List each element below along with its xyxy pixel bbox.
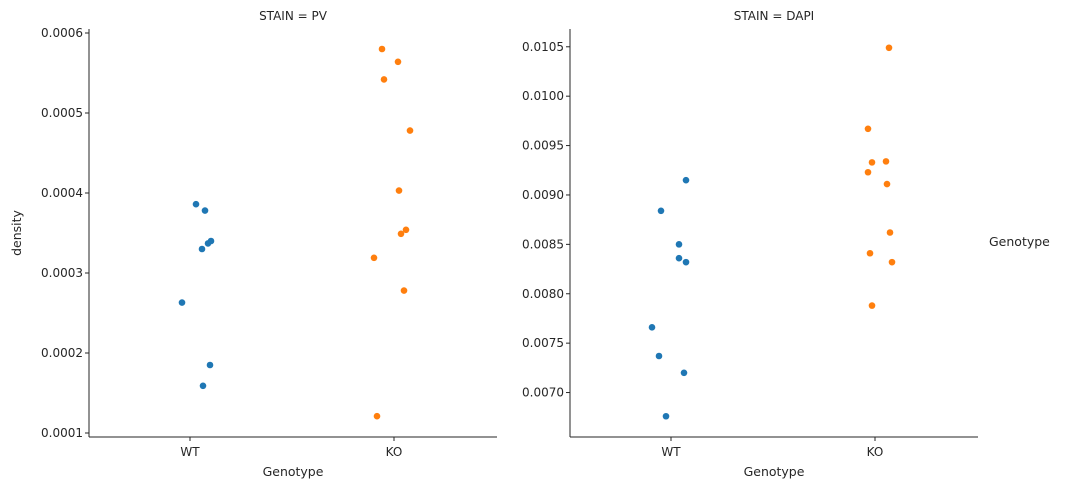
data-point-wt [178, 299, 186, 306]
data-point-ko [378, 45, 386, 53]
data-point-ko [888, 258, 896, 266]
data-point-wt [192, 200, 200, 208]
data-point-ko [864, 125, 872, 133]
data-point-ko [370, 254, 378, 262]
data-point-ko [373, 412, 381, 420]
data-point-wt [655, 352, 663, 360]
y-tick-label: 0.0001 [41, 426, 83, 440]
data-point-ko [866, 249, 874, 257]
data-point-wt [662, 412, 670, 420]
y-tick-label: 0.0085 [522, 237, 564, 251]
data-point-ko [886, 229, 894, 236]
data-point-ko [882, 158, 890, 165]
data-point-ko [397, 230, 405, 238]
data-point-wt [648, 324, 656, 331]
y-tick-label: 0.0003 [41, 266, 83, 280]
x-tick-label: WT [180, 445, 200, 459]
data-point-ko [868, 302, 876, 309]
panel-title: STAIN = PV [259, 9, 328, 23]
x-tick-label: WT [661, 445, 681, 459]
data-point-wt [657, 207, 665, 215]
y-tick-label: 0.0004 [41, 186, 83, 200]
y-tick-label: 0.0105 [522, 40, 564, 54]
data-point-ko [400, 287, 408, 294]
data-point-ko [394, 58, 402, 66]
y-axis-label: density [9, 209, 24, 255]
panel-title: STAIN = DAPI [734, 9, 814, 23]
data-point-wt [199, 382, 207, 390]
x-tick-label: KO [386, 445, 403, 459]
y-tick-label: 0.0075 [522, 336, 564, 350]
x-axis-label: Genotype [744, 464, 805, 479]
data-point-wt [675, 254, 683, 262]
y-tick-label: 0.0100 [522, 89, 564, 103]
data-point-ko [406, 127, 414, 134]
x-axis-label: Genotype [263, 464, 324, 479]
data-point-wt [680, 369, 688, 377]
data-point-ko [402, 226, 410, 234]
data-point-ko [885, 44, 893, 52]
data-point-ko [868, 159, 876, 166]
x-tick-label: KO [867, 445, 884, 459]
data-point-wt [198, 245, 206, 253]
data-point-ko [883, 180, 891, 188]
data-point-wt [682, 258, 690, 266]
y-tick-label: 0.0080 [522, 287, 564, 301]
data-point-ko [864, 168, 872, 176]
legend-title: Genotype [989, 234, 1050, 249]
data-point-wt [204, 240, 212, 247]
y-tick-label: 0.0070 [522, 386, 564, 400]
y-tick-label: 0.0090 [522, 188, 564, 202]
panel-dapi: 0.0070 0.0075 0.0080 0.0085 0.0090 0.0095 0.01… [522, 9, 978, 479]
y-tick-label: 0.0006 [41, 26, 83, 40]
data-point-ko [395, 187, 403, 194]
data-point-wt [201, 207, 209, 214]
y-tick-label: 0.0002 [41, 346, 83, 360]
y-tick-label: 0.0005 [41, 106, 83, 120]
y-tick-label: 0.0095 [522, 139, 564, 153]
data-point-wt [682, 176, 690, 184]
panel-pv: 0.0001 0.0002 0.0003 0.0004 0.0005 0.0006 WT KO… [9, 9, 497, 479]
data-point-wt [206, 361, 214, 369]
data-point-ko [380, 76, 388, 83]
data-point-wt [675, 241, 683, 248]
